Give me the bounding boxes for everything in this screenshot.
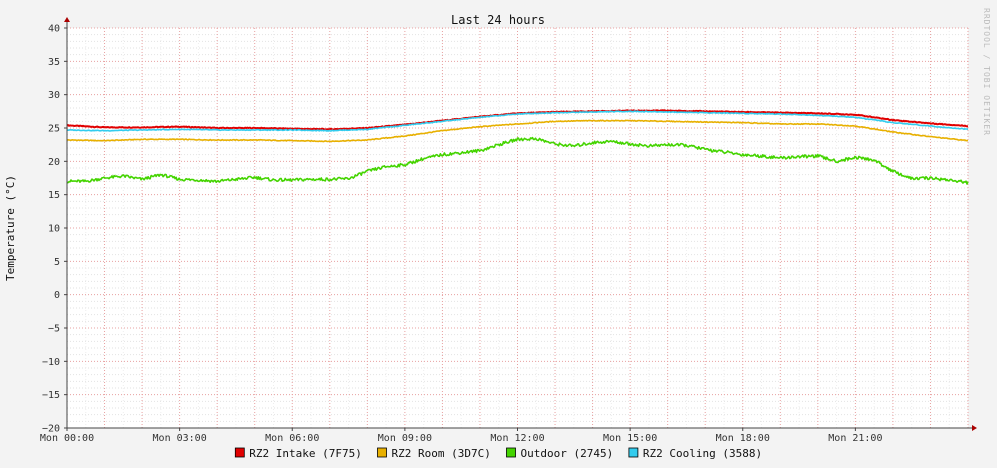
x-tick-label: Mon 12:00 [490, 433, 544, 444]
y-axis-label: Temperature (°C) [4, 175, 17, 281]
y-tick-label: 35 [48, 57, 60, 68]
y-axis-ticks: 40 35 30 25 20 15 10 5 0 −5 −10 −15 −20 [42, 24, 67, 435]
y-tick-label: 15 [48, 190, 60, 201]
y-tick-label: 40 [48, 24, 60, 35]
y-tick-label: −10 [42, 357, 60, 368]
legend-swatch [234, 447, 245, 458]
y-tick-label: −20 [42, 424, 60, 435]
legend-label: RZ2 Intake (7F75) [249, 447, 362, 460]
series-line-rz2-intake-7f75 [66, 109, 969, 131]
chart-title: Last 24 hours [451, 13, 545, 27]
y-axis-arrow [64, 17, 70, 22]
y-tick-label: 20 [48, 157, 60, 168]
x-tick-label: Mon 18:00 [716, 433, 770, 444]
x-axis-arrow [972, 425, 977, 431]
x-tick-label: Mon 00:00 [40, 433, 94, 444]
x-tick-label: Mon 21:00 [828, 433, 882, 444]
y-tick-label: 25 [48, 124, 60, 135]
legend-label: RZ2 Cooling (3588) [643, 447, 762, 460]
x-tick-label: Mon 06:00 [265, 433, 319, 444]
y-tick-label: 0 [54, 290, 60, 301]
x-tick-label: Mon 15:00 [603, 433, 657, 444]
legend-label: RZ2 Room (3D7C) [392, 447, 491, 460]
y-tick-label: −15 [42, 390, 60, 401]
legend: RZ2 Intake (7F75) RZ2 Room (3D7C) Outdoor … [234, 447, 762, 460]
watermark: RRDTOOL / TOBI OETIKER [982, 8, 991, 136]
legend-label: Outdoor (2745) [521, 447, 614, 460]
series-group [66, 109, 969, 185]
legend-swatch [506, 447, 516, 458]
x-axis-ticks: Mon 00:00 Mon 03:00 Mon 06:00 Mon 09:00 Mon … [40, 428, 882, 444]
legend-swatch [377, 447, 387, 458]
y-tick-label: 5 [54, 257, 60, 268]
y-tick-label: −5 [48, 324, 60, 335]
y-tick-label: 30 [48, 90, 60, 101]
legend-swatch [628, 447, 639, 458]
series-line-rz2-cooling-3588 [66, 110, 969, 132]
x-tick-label: Mon 09:00 [378, 433, 432, 444]
axes [64, 17, 977, 431]
series-line-rz2-room-3d7c [66, 119, 969, 143]
x-tick-label: Mon 03:00 [153, 433, 207, 444]
y-tick-label: 10 [48, 224, 60, 235]
series-line-outdoor-2745 [66, 136, 969, 185]
